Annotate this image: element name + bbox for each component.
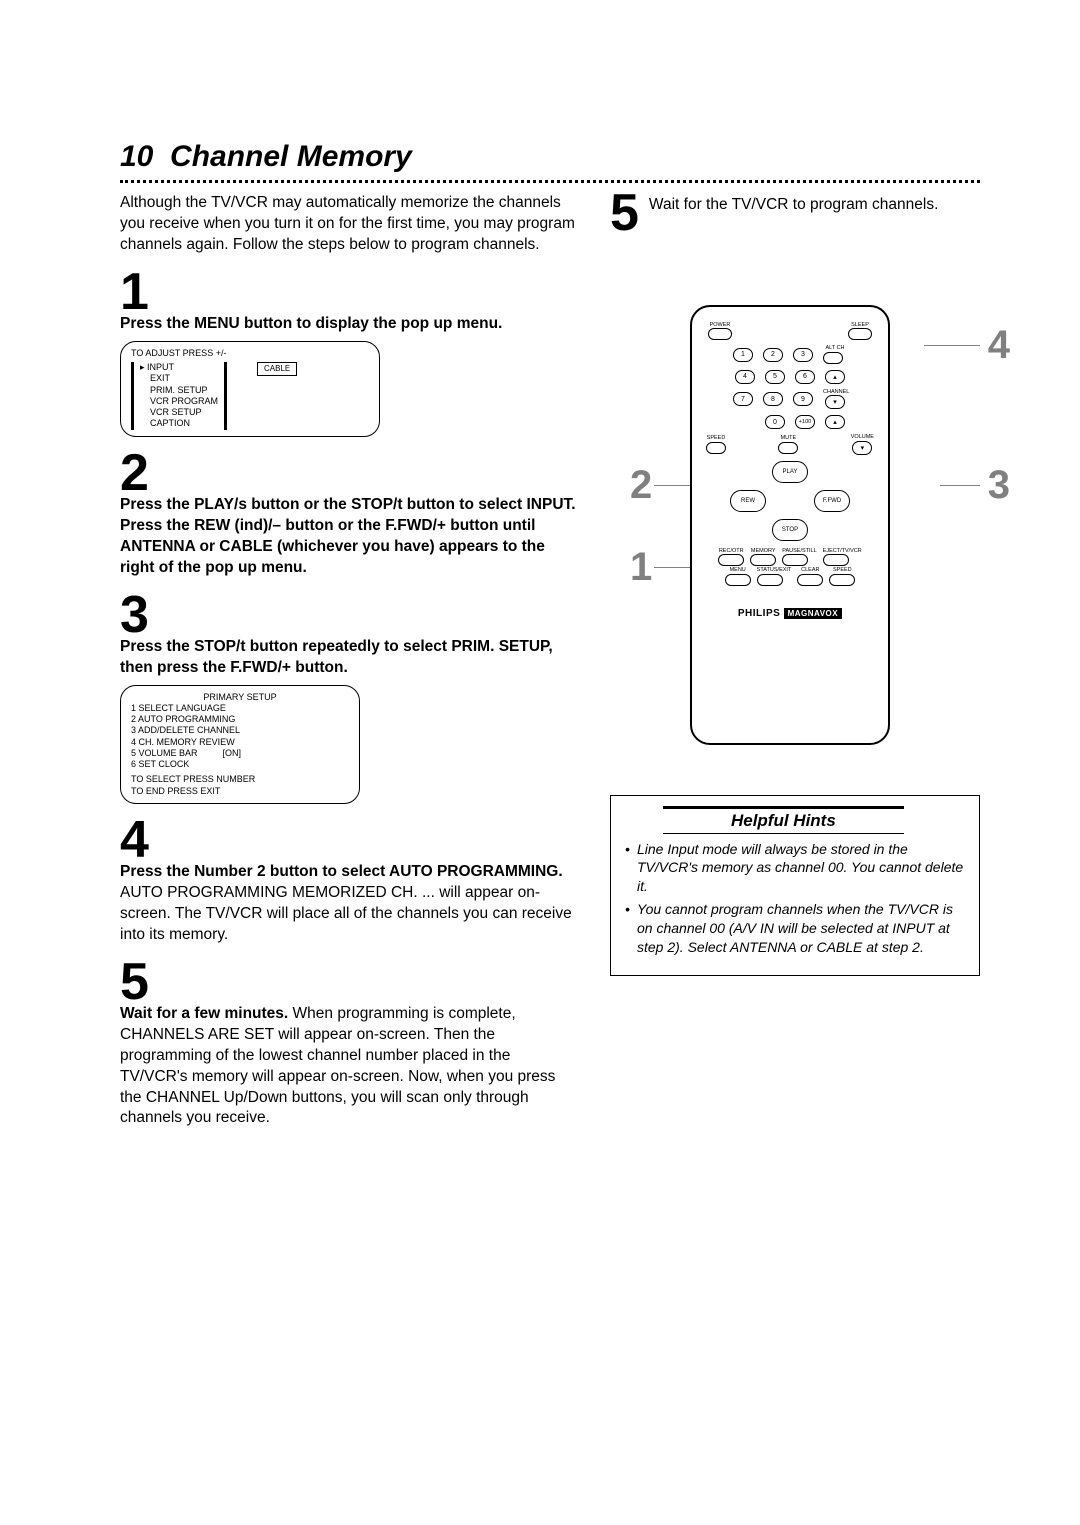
callout-1: 1 <box>630 545 652 590</box>
menu1-header: TO ADJUST PRESS +/- <box>131 348 369 359</box>
callout-4: 4 <box>988 323 1010 368</box>
remote-diagram: 4 3 2 1 POWER SLEEP 1 2 3 ALT CH <box>610 305 980 745</box>
step-3-text: Press the STOP/t button repeatedly to se… <box>120 637 580 679</box>
step-2-number: 2 <box>120 451 580 495</box>
right-step5-text: Wait for the TV/VCR to program channels. <box>649 193 938 235</box>
step-1-number: 1 <box>120 270 580 314</box>
hints-title: Helpful Hints <box>663 806 904 834</box>
remote-play-btn: PLAY <box>772 461 808 483</box>
remote-brand: PHILIPS MAGNAVOX <box>702 608 878 619</box>
intro-text: Although the TV/VCR may automatically me… <box>120 193 580 256</box>
hint-item: You cannot program channels when the TV/… <box>623 900 967 957</box>
section-title: Channel Memory <box>170 140 412 173</box>
menu2-header: PRIMARY SETUP <box>131 692 349 703</box>
step-5-text: Wait for a few minutes. When programming… <box>120 1004 580 1130</box>
step-2-text: Press the PLAY/s button or the STOP/t bu… <box>120 495 580 579</box>
remote-rew-btn: REW <box>730 490 766 512</box>
section-number: 10 <box>120 140 153 173</box>
menu1-right: CABLE <box>257 362 297 376</box>
callout-2: 2 <box>630 463 652 508</box>
step-4-number: 4 <box>120 818 580 862</box>
page-title: 10 Channel Memory <box>120 140 980 174</box>
remote-illustration: POWER SLEEP 1 2 3 ALT CH 4 5 6 ▴ 7 8 <box>690 305 890 745</box>
step-5-number: 5 <box>120 960 580 1004</box>
title-divider <box>120 180 980 183</box>
menu-screenshot-2: PRIMARY SETUP 1 SELECT LANGUAGE 2 AUTO P… <box>120 685 360 804</box>
menu1-list: ▸ INPUT EXIT PRIM. SETUP VCR PROGRAM VCR… <box>131 362 227 430</box>
step-3-number: 3 <box>120 593 580 637</box>
right-step5-number: 5 <box>610 193 639 235</box>
callout-3: 3 <box>988 463 1010 508</box>
remote-stop-btn: STOP <box>772 519 808 541</box>
remote-ffwd-btn: F.FWD <box>814 490 850 512</box>
menu-screenshot-1: TO ADJUST PRESS +/- ▸ INPUT EXIT PRIM. S… <box>120 341 380 437</box>
step-4-text: Press the Number 2 button to select AUTO… <box>120 862 580 946</box>
step-1-text: Press the MENU button to display the pop… <box>120 314 580 335</box>
helpful-hints-box: Helpful Hints Line Input mode will alway… <box>610 795 980 976</box>
hint-item: Line Input mode will always be stored in… <box>623 840 967 897</box>
